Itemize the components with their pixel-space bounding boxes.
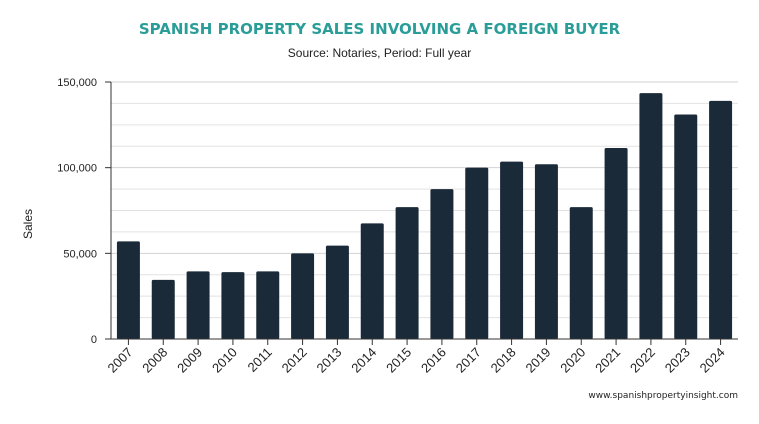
bar-2016 xyxy=(430,189,454,339)
x-tick-label: 2018 xyxy=(488,345,519,376)
y-tick-label: 100,000 xyxy=(57,163,97,175)
chart-title: SPANISH PROPERTY SALES INVOLVING A FOREI… xyxy=(138,20,621,38)
grid-lines xyxy=(111,81,738,319)
x-tick-label: 2015 xyxy=(383,345,414,376)
x-tick-label: 2017 xyxy=(453,345,484,376)
bar-2022 xyxy=(639,93,663,340)
chart-subtitle: Source: Notaries, Period: Full year xyxy=(287,46,472,60)
bar-2024 xyxy=(709,100,733,339)
bar-2015 xyxy=(395,207,419,339)
bars xyxy=(116,93,733,340)
bar-2021 xyxy=(604,147,628,339)
y-axis-label: Sales xyxy=(21,209,35,239)
y-tick-label: 150,000 xyxy=(57,77,97,89)
bar-2010 xyxy=(221,272,245,339)
x-tick-label: 2012 xyxy=(279,345,310,376)
x-tick-label: 2010 xyxy=(209,345,240,376)
x-tick-label: 2008 xyxy=(139,345,170,376)
bar-2012 xyxy=(291,253,315,339)
x-tick-label: 2014 xyxy=(348,345,379,376)
bar-2013 xyxy=(325,245,349,339)
x-tick-label: 2007 xyxy=(104,345,135,376)
x-tick-label: 2009 xyxy=(174,345,205,376)
x-tick-label: 2016 xyxy=(418,345,449,376)
y-tick-label: 0 xyxy=(91,334,97,346)
x-tick-label: 2021 xyxy=(592,345,623,376)
bar-2017 xyxy=(465,167,489,339)
x-tick-label: 2023 xyxy=(662,345,693,376)
bar-2007 xyxy=(116,241,140,339)
bar-2008 xyxy=(151,279,175,339)
source-url: www.spanishpropertyinsight.com xyxy=(588,391,738,401)
x-tick-label: 2013 xyxy=(313,345,344,376)
x-tick-labels: 2007 2008 2009 2010 2011 2012 2013 2014 2015 2016… xyxy=(104,339,728,376)
bar-2019 xyxy=(534,164,558,339)
y-tick-labels: 0 50,000 100,000 150,000 xyxy=(57,77,111,346)
x-tick-label: 2019 xyxy=(522,345,553,376)
bar-2011 xyxy=(256,271,280,339)
y-tick-label: 50,000 xyxy=(63,248,97,260)
bar-2018 xyxy=(500,161,524,339)
x-tick-label: 2022 xyxy=(627,345,658,376)
bar-2020 xyxy=(569,207,593,339)
x-tick-label: 2020 xyxy=(557,345,588,376)
bar-2014 xyxy=(360,223,384,339)
bar-2023 xyxy=(674,114,698,339)
axes xyxy=(110,82,738,340)
x-tick-label: 2024 xyxy=(697,345,728,376)
bar-2009 xyxy=(186,271,210,339)
x-tick-label: 2011 xyxy=(244,345,274,375)
